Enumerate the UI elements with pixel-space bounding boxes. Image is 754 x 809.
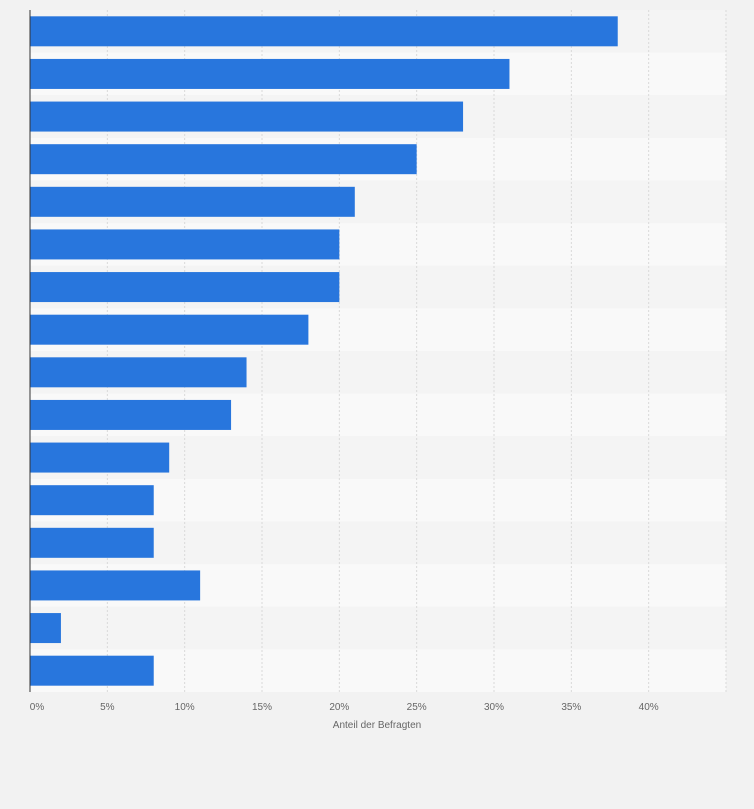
bar[interactable] bbox=[30, 16, 618, 47]
bar[interactable] bbox=[30, 229, 340, 260]
bar[interactable] bbox=[30, 570, 201, 601]
x-tick-label: 5% bbox=[100, 702, 115, 713]
bar[interactable] bbox=[30, 399, 232, 430]
bar[interactable] bbox=[30, 272, 340, 303]
bar[interactable] bbox=[30, 144, 417, 175]
x-tick-label: 10% bbox=[175, 702, 195, 713]
bar[interactable] bbox=[30, 186, 355, 217]
bar[interactable] bbox=[30, 101, 464, 132]
x-tick-label: 40% bbox=[639, 702, 659, 713]
x-tick-label: 30% bbox=[484, 702, 504, 713]
bar[interactable] bbox=[30, 314, 309, 345]
bar[interactable] bbox=[30, 655, 154, 686]
x-tick-label: 15% bbox=[252, 702, 272, 713]
row-band bbox=[30, 606, 726, 650]
bar[interactable] bbox=[30, 613, 61, 644]
bar[interactable] bbox=[30, 527, 154, 558]
x-tick-label: 20% bbox=[329, 702, 349, 713]
bar[interactable] bbox=[30, 442, 170, 473]
bar[interactable] bbox=[30, 357, 247, 388]
x-axis-ticks: 0% 5% 10% 15% 20% 25% 30% 35% 40% bbox=[30, 702, 659, 713]
bars bbox=[30, 16, 618, 686]
x-axis-title: Anteil der Befragten bbox=[333, 720, 421, 731]
x-tick-label: 25% bbox=[407, 702, 427, 713]
bar[interactable] bbox=[30, 58, 510, 89]
x-tick-label: 0% bbox=[30, 702, 45, 713]
bar[interactable] bbox=[30, 485, 154, 516]
x-tick-label: 35% bbox=[561, 702, 581, 713]
